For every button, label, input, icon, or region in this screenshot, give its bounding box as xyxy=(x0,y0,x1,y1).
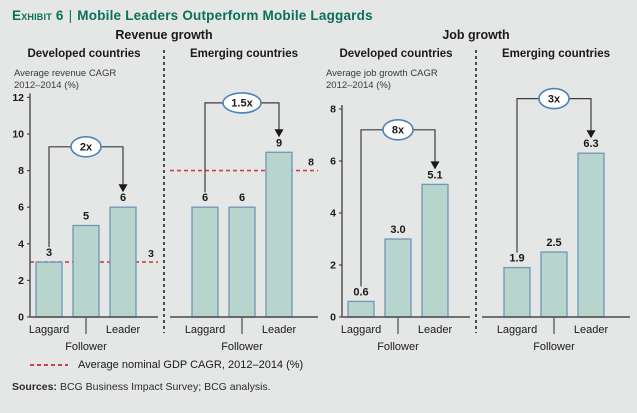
gdp-legend-label: Average nominal GDP CAGR, 2012–2014 (%) xyxy=(78,359,304,371)
red-dashed-line-icon xyxy=(30,364,68,366)
category-label-leader: Leader xyxy=(106,324,141,336)
category-label-leader: Leader xyxy=(418,324,453,336)
bar-leader xyxy=(577,152,605,318)
bar-leader xyxy=(265,151,293,318)
category-label-laggard: Laggard xyxy=(29,324,69,336)
category-label-leader: Leader xyxy=(262,324,297,336)
title-separator: | xyxy=(68,8,73,23)
panel-header-developed: Developed countries xyxy=(339,48,453,60)
panel-header-emerging: Emerging countries xyxy=(502,48,610,60)
bar-value-label: 6.3 xyxy=(583,138,598,150)
bar-leader xyxy=(421,183,449,318)
multiplier-label: 8x xyxy=(392,125,405,137)
bar-laggard xyxy=(347,300,375,318)
arrow-head-icon xyxy=(430,161,440,170)
y-tick-label: 4 xyxy=(18,238,24,250)
category-label-laggard: Laggard xyxy=(497,324,537,336)
y-tick-label: 4 xyxy=(330,208,336,220)
bar-follower xyxy=(72,224,100,318)
y-tick-label: 10 xyxy=(12,129,24,141)
category-label-follower: Follower xyxy=(221,341,263,353)
page-title: Exhibit 6 | Mobile Leaders Outperform Mobi… xyxy=(0,8,637,23)
bar-value-label: 6 xyxy=(120,192,126,204)
panel-divider xyxy=(475,50,477,333)
revenue-growth-group: Revenue growth Developed countries Avera… xyxy=(8,28,320,357)
bar-laggard xyxy=(35,261,63,318)
job-emerging-chart: 1.9 2.5 6.3 Laggard Leader Follower 3x xyxy=(482,87,630,353)
bar-value-label: 6 xyxy=(202,192,208,204)
category-label-follower: Follower xyxy=(533,341,575,353)
y-tick-label: 8 xyxy=(18,165,24,177)
y-axis-title: Average revenue CAGR 2012–2014 (%) xyxy=(14,68,117,91)
group-title-revenue: Revenue growth xyxy=(115,28,213,42)
gdp-line-value-label: 3 xyxy=(148,248,154,260)
bar-value-label: 6 xyxy=(239,192,245,204)
revenue-developed-chart: 3 3 5 6 0 2 4 6 8 10 12 Laggard Leader Follower 2x xyxy=(12,92,158,353)
revenue-panels: Developed countries Average revenue CAGR… xyxy=(8,48,320,357)
exhibit-number: Exhibit 6 xyxy=(12,8,64,23)
revenue-developed-panel: Developed countries Average revenue CAGR… xyxy=(8,48,160,357)
arrow-head-icon xyxy=(586,130,596,139)
y-tick-label: 0 xyxy=(330,312,336,324)
y-tick-label: 6 xyxy=(18,202,24,214)
bar-follower xyxy=(228,206,256,318)
bar-value-label: 3 xyxy=(46,247,52,259)
y-tick-label: 8 xyxy=(330,104,336,116)
job-developed-panel: Developed countries Average job growth C… xyxy=(320,48,472,357)
bar-value-label: 5.1 xyxy=(427,169,442,181)
job-growth-group: Job growth Developed countries Average j… xyxy=(320,28,632,357)
multiplier-label: 1.5x xyxy=(231,98,253,110)
group-title-job: Job growth xyxy=(442,28,510,42)
job-panels: Developed countries Average job growth C… xyxy=(320,48,632,357)
bar-value-label: 9 xyxy=(276,137,282,149)
bar-value-label: 2.5 xyxy=(546,237,561,249)
arrow-head-icon xyxy=(274,129,284,138)
y-tick-label: 0 xyxy=(18,312,24,324)
y-axis-title: Average job growth CAGR 2012–2014 (%) xyxy=(326,68,438,91)
job-emerging-panel: Emerging countries 1.9 2.5 6.3 Laggard Leade… xyxy=(480,48,632,357)
bar-value-label: 5 xyxy=(83,211,89,223)
sources-text: BCG Business Impact Survey; BCG analysis… xyxy=(59,381,271,393)
bar-value-label: 3.0 xyxy=(390,224,405,236)
y-tick-label: 2 xyxy=(18,275,24,287)
multiplier-oval xyxy=(222,92,262,114)
multiplier-oval xyxy=(382,119,414,141)
bar-leader xyxy=(109,206,137,318)
category-label-follower: Follower xyxy=(65,341,107,353)
multiplier-label: 2x xyxy=(80,142,93,154)
job-developed-chart: 0.6 3.0 5.1 0 2 4 6 8 Laggard Leader Follower 8x xyxy=(330,104,470,353)
bar-follower xyxy=(384,238,412,318)
arrow-head-icon xyxy=(118,184,128,193)
category-label-leader: Leader xyxy=(574,324,609,336)
multiplier-oval xyxy=(70,136,102,158)
revenue-emerging-panel: Emerging countries 8 6 6 9 Laggard Leader Foll… xyxy=(168,48,320,357)
exhibit-title-text: Mobile Leaders Outperform Mobile Laggard… xyxy=(77,8,373,23)
gdp-legend: Average nominal GDP CAGR, 2012–2014 (%) xyxy=(0,359,637,371)
category-label-laggard: Laggard xyxy=(341,324,381,336)
panel-divider xyxy=(163,50,165,333)
bar-laggard xyxy=(503,266,531,318)
sources-note: Sources: BCG Business Impact Survey; BCG … xyxy=(0,381,637,393)
y-tick-label: 6 xyxy=(330,156,336,168)
bar-follower xyxy=(540,251,568,318)
multiplier-oval xyxy=(538,87,570,110)
y-tick-label: 2 xyxy=(330,260,336,272)
multiplier-label: 3x xyxy=(548,93,561,105)
gdp-line-value-label: 8 xyxy=(308,157,314,169)
sources-label: Sources: xyxy=(12,381,57,393)
revenue-emerging-chart: 8 6 6 9 Laggard Leader Follower 1.5x xyxy=(170,92,318,353)
panel-header-developed: Developed countries xyxy=(27,48,141,60)
panel-header-emerging: Emerging countries xyxy=(190,48,298,60)
bar-value-label: 0.6 xyxy=(353,286,368,298)
bar-laggard xyxy=(191,206,219,318)
category-label-follower: Follower xyxy=(377,341,419,353)
bar-value-label: 1.9 xyxy=(509,253,524,265)
charts-row: Revenue growth Developed countries Avera… xyxy=(0,28,637,357)
category-label-laggard: Laggard xyxy=(185,324,225,336)
y-tick-label: 12 xyxy=(12,92,24,104)
